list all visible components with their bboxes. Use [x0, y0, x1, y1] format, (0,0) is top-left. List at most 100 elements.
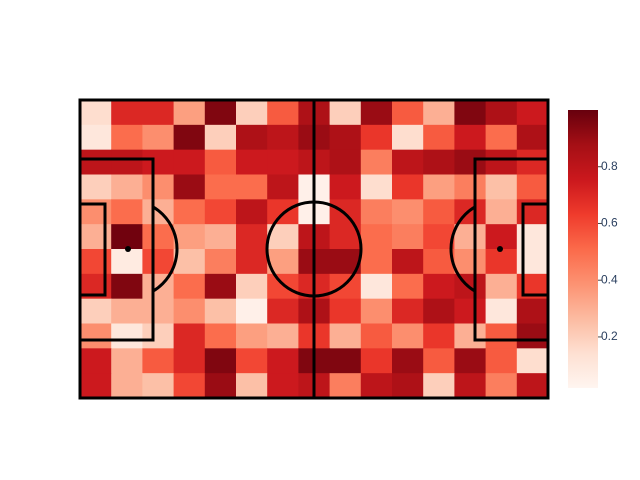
heatmap-cell — [360, 373, 393, 399]
heatmap-cell — [236, 174, 268, 200]
heatmap-cell — [392, 249, 424, 275]
heatmap-cell — [329, 100, 362, 126]
heatmap-cell — [516, 124, 549, 151]
heatmap-cell — [329, 124, 362, 151]
heatmap-cell — [204, 124, 237, 151]
heatmap-cell — [329, 348, 362, 374]
heatmap-cell — [392, 373, 424, 399]
heatmap-cell — [267, 373, 299, 399]
heatmap-cell — [516, 323, 549, 349]
heatmap-cell — [392, 224, 424, 250]
heatmap-cell — [454, 298, 487, 324]
heatmap-cell — [142, 298, 175, 324]
heatmap-cell — [80, 373, 112, 399]
heatmap-cell — [142, 249, 175, 275]
heatmap-cell — [423, 323, 455, 349]
heatmap-cell — [329, 323, 362, 349]
heatmap-cell — [267, 323, 299, 349]
heatmap-cell — [516, 149, 549, 175]
heatmap-cell — [360, 149, 393, 175]
heatmap-cell — [392, 298, 424, 324]
heatmap-cell — [516, 373, 549, 399]
heatmap-cell — [204, 323, 237, 349]
heatmap-cell — [236, 224, 268, 250]
heatmap-cell — [485, 323, 518, 349]
heatmap-cell — [485, 224, 518, 250]
penalty-spot — [125, 246, 131, 252]
heatmap-cell — [423, 224, 455, 250]
heatmap-cell — [329, 298, 362, 324]
heatmap-cell — [173, 224, 206, 250]
heatmap-cell — [392, 124, 424, 151]
heatmap-cell — [360, 224, 393, 250]
pitch-lines — [78, 98, 550, 400]
heatmap-cell — [142, 100, 175, 126]
penalty-arc — [153, 205, 179, 293]
heatmap-cell — [236, 373, 268, 399]
heatmap-cell — [111, 323, 143, 349]
heatmap-cell — [204, 373, 237, 399]
heatmap-cell — [80, 298, 112, 324]
heatmap-cell — [236, 124, 268, 151]
heatmap-cell — [111, 149, 143, 175]
heatmap-cell — [111, 298, 143, 324]
goal-area — [521, 202, 550, 297]
heatmap-cell — [329, 373, 362, 399]
heatmap-cell — [80, 323, 112, 349]
heatmap-cell — [485, 273, 518, 300]
heatmap-cell — [80, 348, 112, 374]
heatmap-cell — [204, 273, 237, 300]
heatmap-cell — [454, 149, 487, 175]
heatmap-cell — [204, 348, 237, 374]
heatmap-cell — [236, 298, 268, 324]
heatmap-cell — [392, 323, 424, 349]
heatmap-cell — [142, 323, 175, 349]
heatmap-cell — [485, 149, 518, 175]
heatmap-cell — [267, 273, 299, 300]
heatmap-cell — [204, 174, 237, 200]
heatmap-cell — [392, 348, 424, 374]
heatmap-cell — [111, 249, 143, 275]
heatmap-cell — [360, 348, 393, 374]
heatmap-cell — [329, 273, 362, 300]
heatmap-cell — [204, 298, 237, 324]
heatmap-cell — [454, 174, 487, 200]
heatmap-cell — [454, 323, 487, 349]
heatmap-cell — [454, 348, 487, 374]
heatmap-cell — [142, 124, 175, 151]
heatmap-cell — [111, 124, 143, 151]
heatmap-cell — [267, 124, 299, 151]
heatmap-cell — [423, 100, 455, 126]
heatmap-cell — [423, 174, 455, 200]
heatmap-cell — [236, 323, 268, 349]
heatmap-cell — [423, 373, 455, 399]
heatmap-cell — [173, 174, 206, 200]
heatmap-cell — [392, 273, 424, 300]
heatmap-cell — [454, 100, 487, 126]
colorbar-tick-label: 0.2 — [601, 329, 618, 343]
colorbar-tick-label: 0.4 — [601, 272, 618, 286]
heatmap-cell — [173, 100, 206, 126]
heatmap-cell — [454, 249, 487, 275]
goal-area — [78, 202, 107, 297]
heatmap-cell — [485, 348, 518, 374]
heatmap-cell — [360, 273, 393, 300]
heatmap-cell — [80, 224, 112, 250]
heatmap-cell — [360, 199, 393, 225]
heatmap-cell — [267, 348, 299, 374]
heatmap-cell — [392, 199, 424, 225]
heatmap-cell — [423, 348, 455, 374]
heatmap-cell — [392, 149, 424, 175]
heatmap-cell — [360, 249, 393, 275]
heatmap-cell — [142, 373, 175, 399]
penalty-arc — [449, 205, 475, 293]
heatmap-cell — [392, 100, 424, 126]
heatmap-cell — [236, 249, 268, 275]
heatmap-cell — [111, 100, 143, 126]
heatmap-cell — [204, 249, 237, 275]
heatmap-cell — [423, 124, 455, 151]
heatmap-cell — [236, 149, 268, 175]
heatmap-cell — [454, 124, 487, 151]
heatmap-cell — [80, 124, 112, 151]
